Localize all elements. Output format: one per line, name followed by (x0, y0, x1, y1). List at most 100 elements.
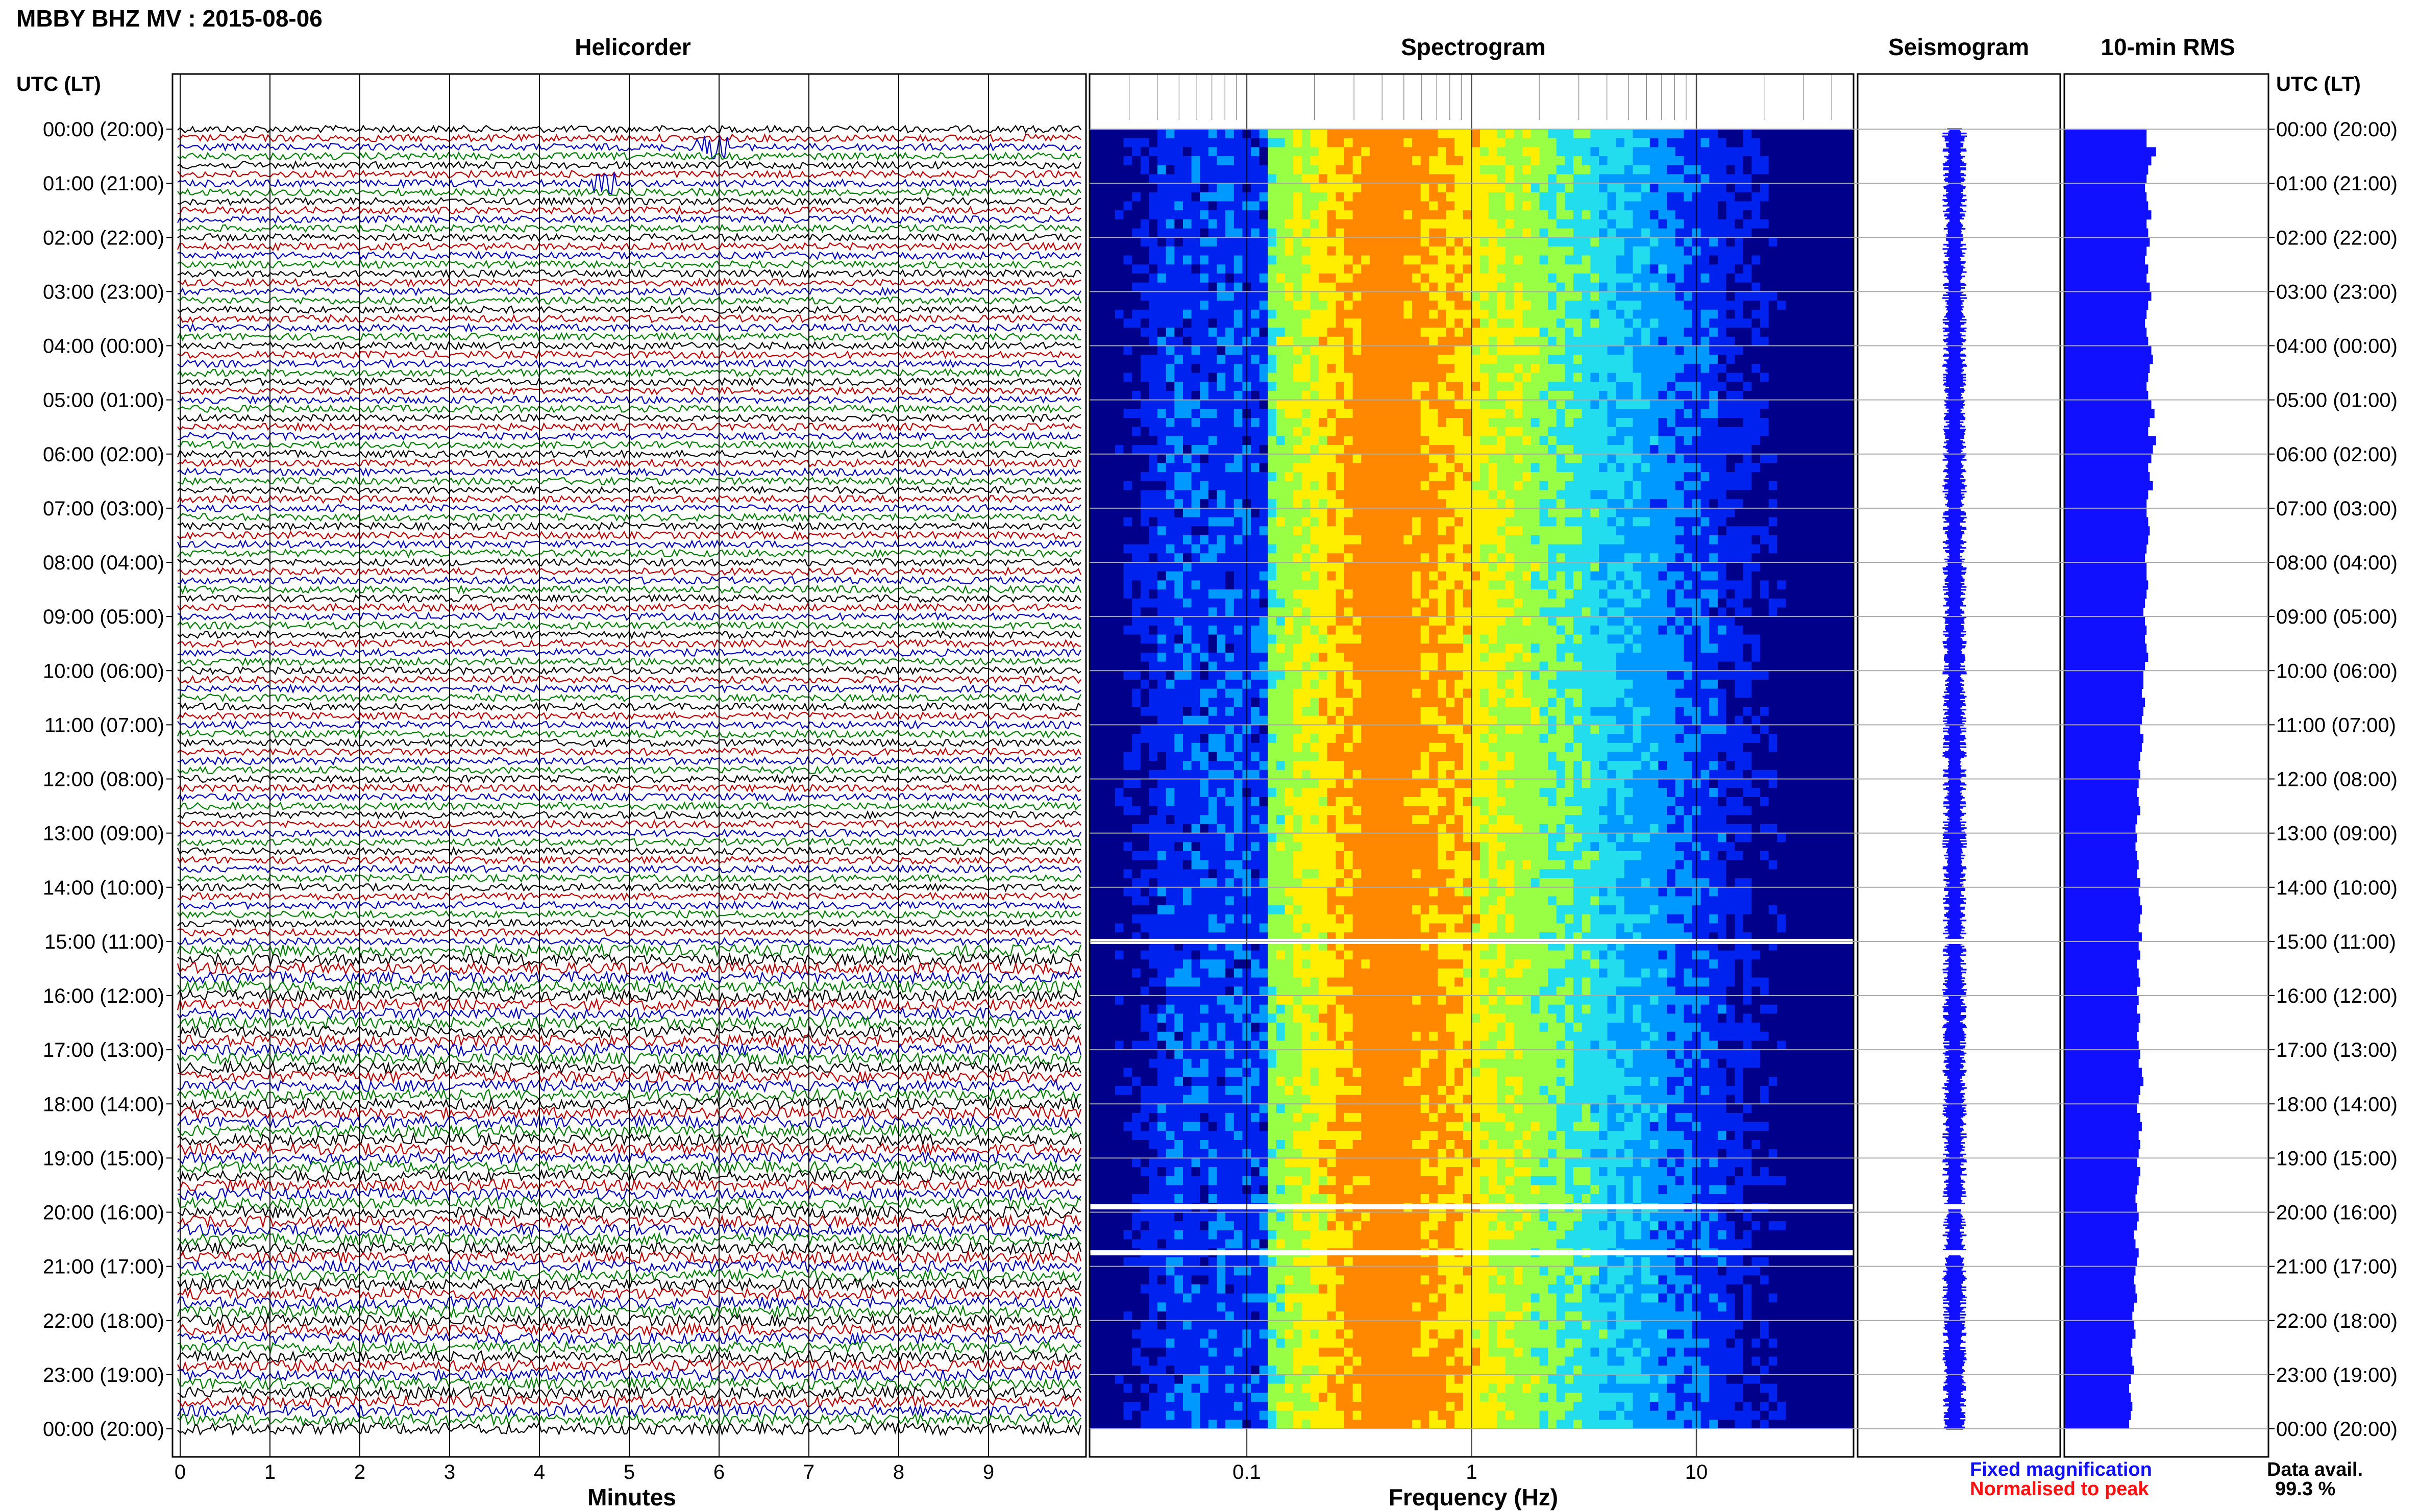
spectrogram-cell (1531, 436, 1540, 445)
spectrogram-cell (1590, 138, 1599, 147)
spectrogram-cell (1098, 318, 1107, 328)
spectrogram-cell (1387, 165, 1396, 175)
spectrogram-cell (1429, 219, 1438, 229)
spectrogram-cell (1828, 553, 1837, 563)
spectrogram-cell (1556, 147, 1565, 157)
spectrogram-cell (1717, 390, 1727, 401)
spectrogram-cell (1140, 138, 1149, 147)
spectrogram-cell (1225, 382, 1235, 391)
spectrogram-cell (1658, 571, 1667, 581)
spectrogram-cell (1233, 526, 1243, 536)
spectrogram-cell (1429, 174, 1438, 184)
spectrogram-cell (1616, 400, 1625, 409)
spectrogram-cell (1616, 174, 1625, 184)
spectrogram-cell (1556, 472, 1565, 482)
spectrogram-cell (1217, 517, 1226, 527)
spectrogram-cell (1488, 544, 1497, 554)
spectrogram-cell (1336, 598, 1345, 608)
spectrogram-cell (1717, 589, 1727, 599)
spectrogram-cell (1123, 363, 1132, 374)
spectrogram-cell (1624, 301, 1634, 310)
spectrogram-cell (1675, 264, 1684, 274)
spectrogram-cell (1471, 255, 1480, 265)
spectrogram-cell (1301, 156, 1311, 166)
spectrogram-cell (1556, 274, 1565, 283)
spectrogram-cell (1140, 382, 1149, 391)
spectrogram-cell (1556, 390, 1565, 401)
spectrogram-cell (1352, 418, 1362, 428)
spectrogram-cell (1310, 336, 1319, 346)
spectrogram-cell (1624, 192, 1634, 202)
spectrogram-cell (1760, 571, 1769, 581)
spectrogram-cell (1395, 481, 1404, 491)
spectrogram-cell (1505, 282, 1515, 292)
spectrogram-cell (1717, 228, 1727, 238)
spectrogram-cell (1700, 210, 1710, 220)
spectrogram-cell (1454, 436, 1464, 445)
spectrogram-cell (1658, 147, 1667, 157)
spectrogram-cell (1217, 165, 1226, 175)
spectrogram-cell (1387, 472, 1396, 482)
spectrogram-cell (1573, 183, 1583, 193)
spectrogram-cell (1760, 472, 1769, 482)
spectrogram-cell (1454, 228, 1464, 238)
spectrogram-cell (1819, 553, 1829, 563)
spectrogram-cell (1276, 508, 1286, 518)
spectrogram-cell (1208, 255, 1218, 265)
spectrogram-cell (1319, 436, 1328, 445)
spectrogram-cell (1420, 228, 1429, 238)
spectrogram-cell (1709, 463, 1718, 473)
spectrogram-cell (1768, 237, 1778, 247)
spectrogram-cell (1259, 138, 1268, 147)
spectrogram-cell (1785, 472, 1795, 482)
spectrogram-cell (1259, 237, 1268, 247)
spectrogram-cell (1599, 571, 1608, 581)
spectrogram-cell (1344, 301, 1353, 310)
spectrogram-cell (1836, 192, 1845, 202)
spectrogram-cell (1548, 246, 1557, 256)
spectrogram-cell (1251, 309, 1260, 319)
spectrogram-cell (1319, 345, 1328, 355)
spectrogram-cell (1573, 409, 1583, 418)
spectrogram-cell (1649, 481, 1659, 491)
spectrogram-cell (1378, 472, 1387, 482)
spectrogram-cell (1667, 436, 1676, 445)
spectrogram-cell (1115, 499, 1124, 509)
spectrogram-cell (1208, 382, 1218, 391)
spectrogram-cell (1624, 409, 1634, 418)
spectrogram-cell (1166, 535, 1175, 545)
spectrogram-cell (1649, 382, 1659, 391)
spectrogram-cell (1539, 562, 1548, 572)
spectrogram-cell (1590, 174, 1599, 184)
spectrogram-cell (1794, 517, 1803, 527)
spectrogram-cell (1590, 535, 1599, 545)
spectrogram-cell (1633, 589, 1642, 599)
spectrogram-cell (1582, 562, 1591, 572)
spectrogram-cell (1259, 201, 1268, 211)
spectrogram-cell (1658, 336, 1667, 346)
spectrogram-cell (1090, 183, 1099, 193)
spectrogram-cell (1480, 355, 1489, 364)
spectrogram-cell (1471, 147, 1480, 157)
spectrogram-cell (1463, 562, 1472, 572)
spectrogram-cell (1191, 345, 1200, 355)
spectrogram-cell (1531, 472, 1540, 482)
spectrogram-cell (1471, 553, 1480, 563)
spectrogram-cell (1522, 147, 1532, 157)
spectrogram-cell (1395, 328, 1404, 337)
spectrogram-cell (1641, 291, 1650, 301)
spectrogram-cell (1395, 309, 1404, 319)
spectrogram-cell (1649, 544, 1659, 554)
spectrogram-cell (1480, 517, 1489, 527)
spectrogram-cell (1684, 183, 1693, 193)
spectrogram-cell (1378, 454, 1387, 464)
spectrogram-cell (1098, 138, 1107, 147)
spectrogram-cell (1616, 165, 1625, 175)
spectrogram-cell (1132, 156, 1141, 166)
spectrogram-cell (1480, 508, 1489, 518)
spectrogram-cell (1590, 147, 1599, 157)
spectrogram-cell (1641, 490, 1650, 500)
spectrogram-cell (1200, 580, 1209, 590)
spectrogram-cell (1845, 328, 1854, 337)
spectrogram-cell (1726, 210, 1735, 220)
